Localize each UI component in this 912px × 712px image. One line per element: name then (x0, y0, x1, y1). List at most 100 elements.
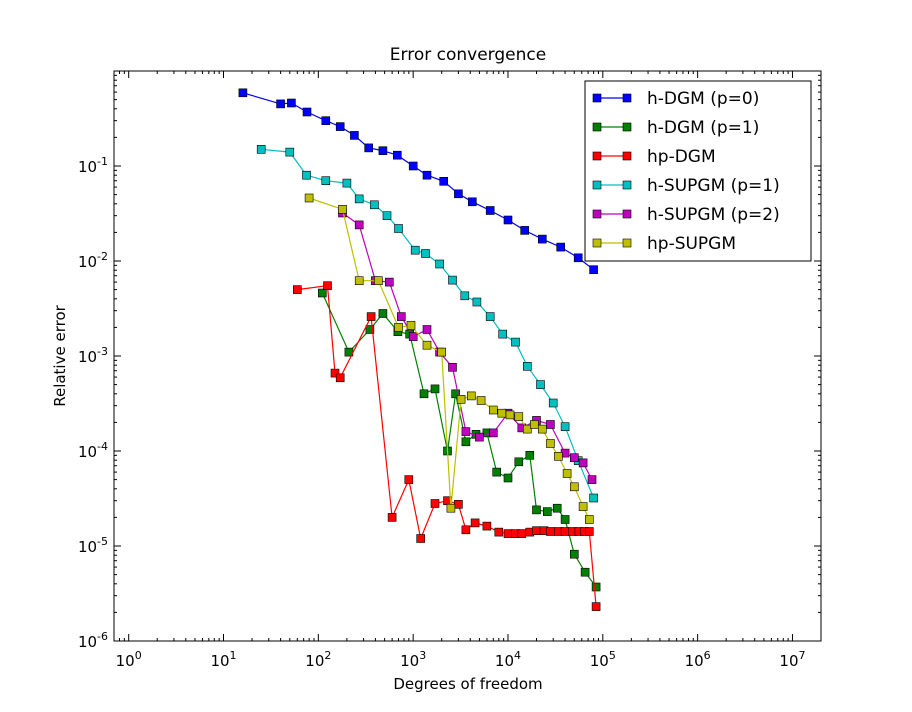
y-axis-ticks: 10-6 10-5 10-4 10-3 10-2 10-1 (78, 74, 821, 651)
data-point (446, 503, 456, 513)
legend-marker (592, 93, 602, 103)
data-point (542, 507, 552, 516)
series-5 (304, 193, 594, 524)
legend-marker (622, 151, 632, 161)
data-point (350, 131, 359, 140)
data-point (503, 473, 513, 483)
data-point (537, 424, 547, 434)
data-point (365, 325, 375, 334)
data-point (548, 398, 558, 408)
data-point (461, 525, 471, 535)
data-point (497, 408, 507, 418)
data-point (536, 380, 545, 389)
x-tick-label: 100 (116, 649, 142, 670)
data-point (285, 147, 295, 157)
data-point (323, 281, 332, 291)
data-point (382, 211, 392, 220)
legend-marker (592, 238, 602, 248)
data-point (511, 337, 520, 347)
data-point (404, 475, 414, 484)
data-point (448, 362, 457, 372)
data-point (378, 309, 388, 318)
data-point (517, 529, 527, 538)
data-point (430, 499, 440, 508)
legend-marker (592, 180, 602, 190)
data-point (546, 420, 555, 429)
legend-label: h-DGM (p=0) (647, 89, 759, 109)
y-tick-label: 10-2 (78, 250, 108, 271)
legend-item: h-SUPGM (p=1) (592, 176, 780, 196)
x-tick-label: 107 (779, 649, 805, 670)
data-point (394, 323, 403, 332)
data-point (503, 529, 513, 538)
data-point (475, 432, 484, 442)
legend-marker (622, 93, 632, 103)
data-point (589, 493, 598, 503)
data-point (437, 347, 447, 357)
legend-marker (592, 151, 602, 161)
data-point (422, 170, 432, 180)
series-3 (256, 145, 598, 503)
data-point (546, 527, 555, 536)
data-point (520, 226, 530, 235)
data-point (560, 527, 570, 536)
legend-item: hp-DGM (592, 147, 716, 167)
data-point (454, 189, 463, 199)
data-point (256, 145, 266, 154)
data-point (435, 259, 444, 269)
data-point (335, 122, 345, 131)
legend-label: h-DGM (p=1) (647, 118, 759, 138)
data-point (537, 234, 547, 244)
x-axis-label: Degrees of freedom (393, 675, 542, 693)
data-point (532, 505, 541, 515)
data-point (492, 467, 502, 477)
data-point (321, 176, 331, 185)
data-point (448, 275, 457, 285)
data-point (287, 98, 296, 108)
data-point (364, 143, 374, 153)
data-point (589, 265, 598, 275)
data-point (408, 161, 418, 171)
data-point (370, 200, 379, 210)
data-point (238, 88, 248, 98)
legend-item: h-DGM (p=1) (592, 118, 759, 138)
legend-label: hp-SUPGM (647, 234, 736, 254)
data-point (525, 450, 535, 460)
x-tick-label: 105 (590, 649, 616, 670)
data-point (396, 312, 406, 321)
legend: h-DGM (p=0) h-DGM (p=1) hp-DGM h-SUPGM (p=1… (584, 80, 812, 262)
series-line (342, 212, 593, 480)
data-point (454, 499, 463, 509)
y-tick-label: 10-4 (78, 440, 108, 461)
data-point (451, 389, 460, 399)
data-point (494, 527, 504, 537)
y-tick-label: 10-6 (78, 630, 108, 651)
legend-item: h-SUPGM (p=2) (592, 205, 780, 225)
data-point (374, 276, 383, 286)
data-point (392, 150, 402, 160)
data-point (419, 389, 429, 399)
data-point (505, 410, 515, 420)
data-point (304, 193, 314, 203)
legend-box (584, 80, 812, 262)
data-point (522, 424, 532, 434)
x-tick-label: 104 (495, 649, 521, 670)
data-point (470, 518, 480, 528)
x-tick-label: 103 (400, 649, 426, 670)
data-point (522, 361, 532, 371)
data-point (439, 177, 449, 186)
data-point (584, 515, 594, 524)
data-point (330, 368, 340, 378)
data-point (573, 253, 583, 263)
legend-label: h-SUPGM (p=1) (647, 176, 780, 196)
data-point (354, 220, 364, 230)
data-point (338, 205, 347, 214)
series-2 (292, 281, 601, 611)
data-point (485, 312, 495, 321)
data-point (514, 412, 524, 421)
series-layer (238, 88, 601, 611)
legend-marker (622, 180, 632, 190)
y-tick-label: 10-1 (78, 155, 108, 176)
data-point (456, 394, 466, 404)
legend-marker (622, 238, 632, 248)
